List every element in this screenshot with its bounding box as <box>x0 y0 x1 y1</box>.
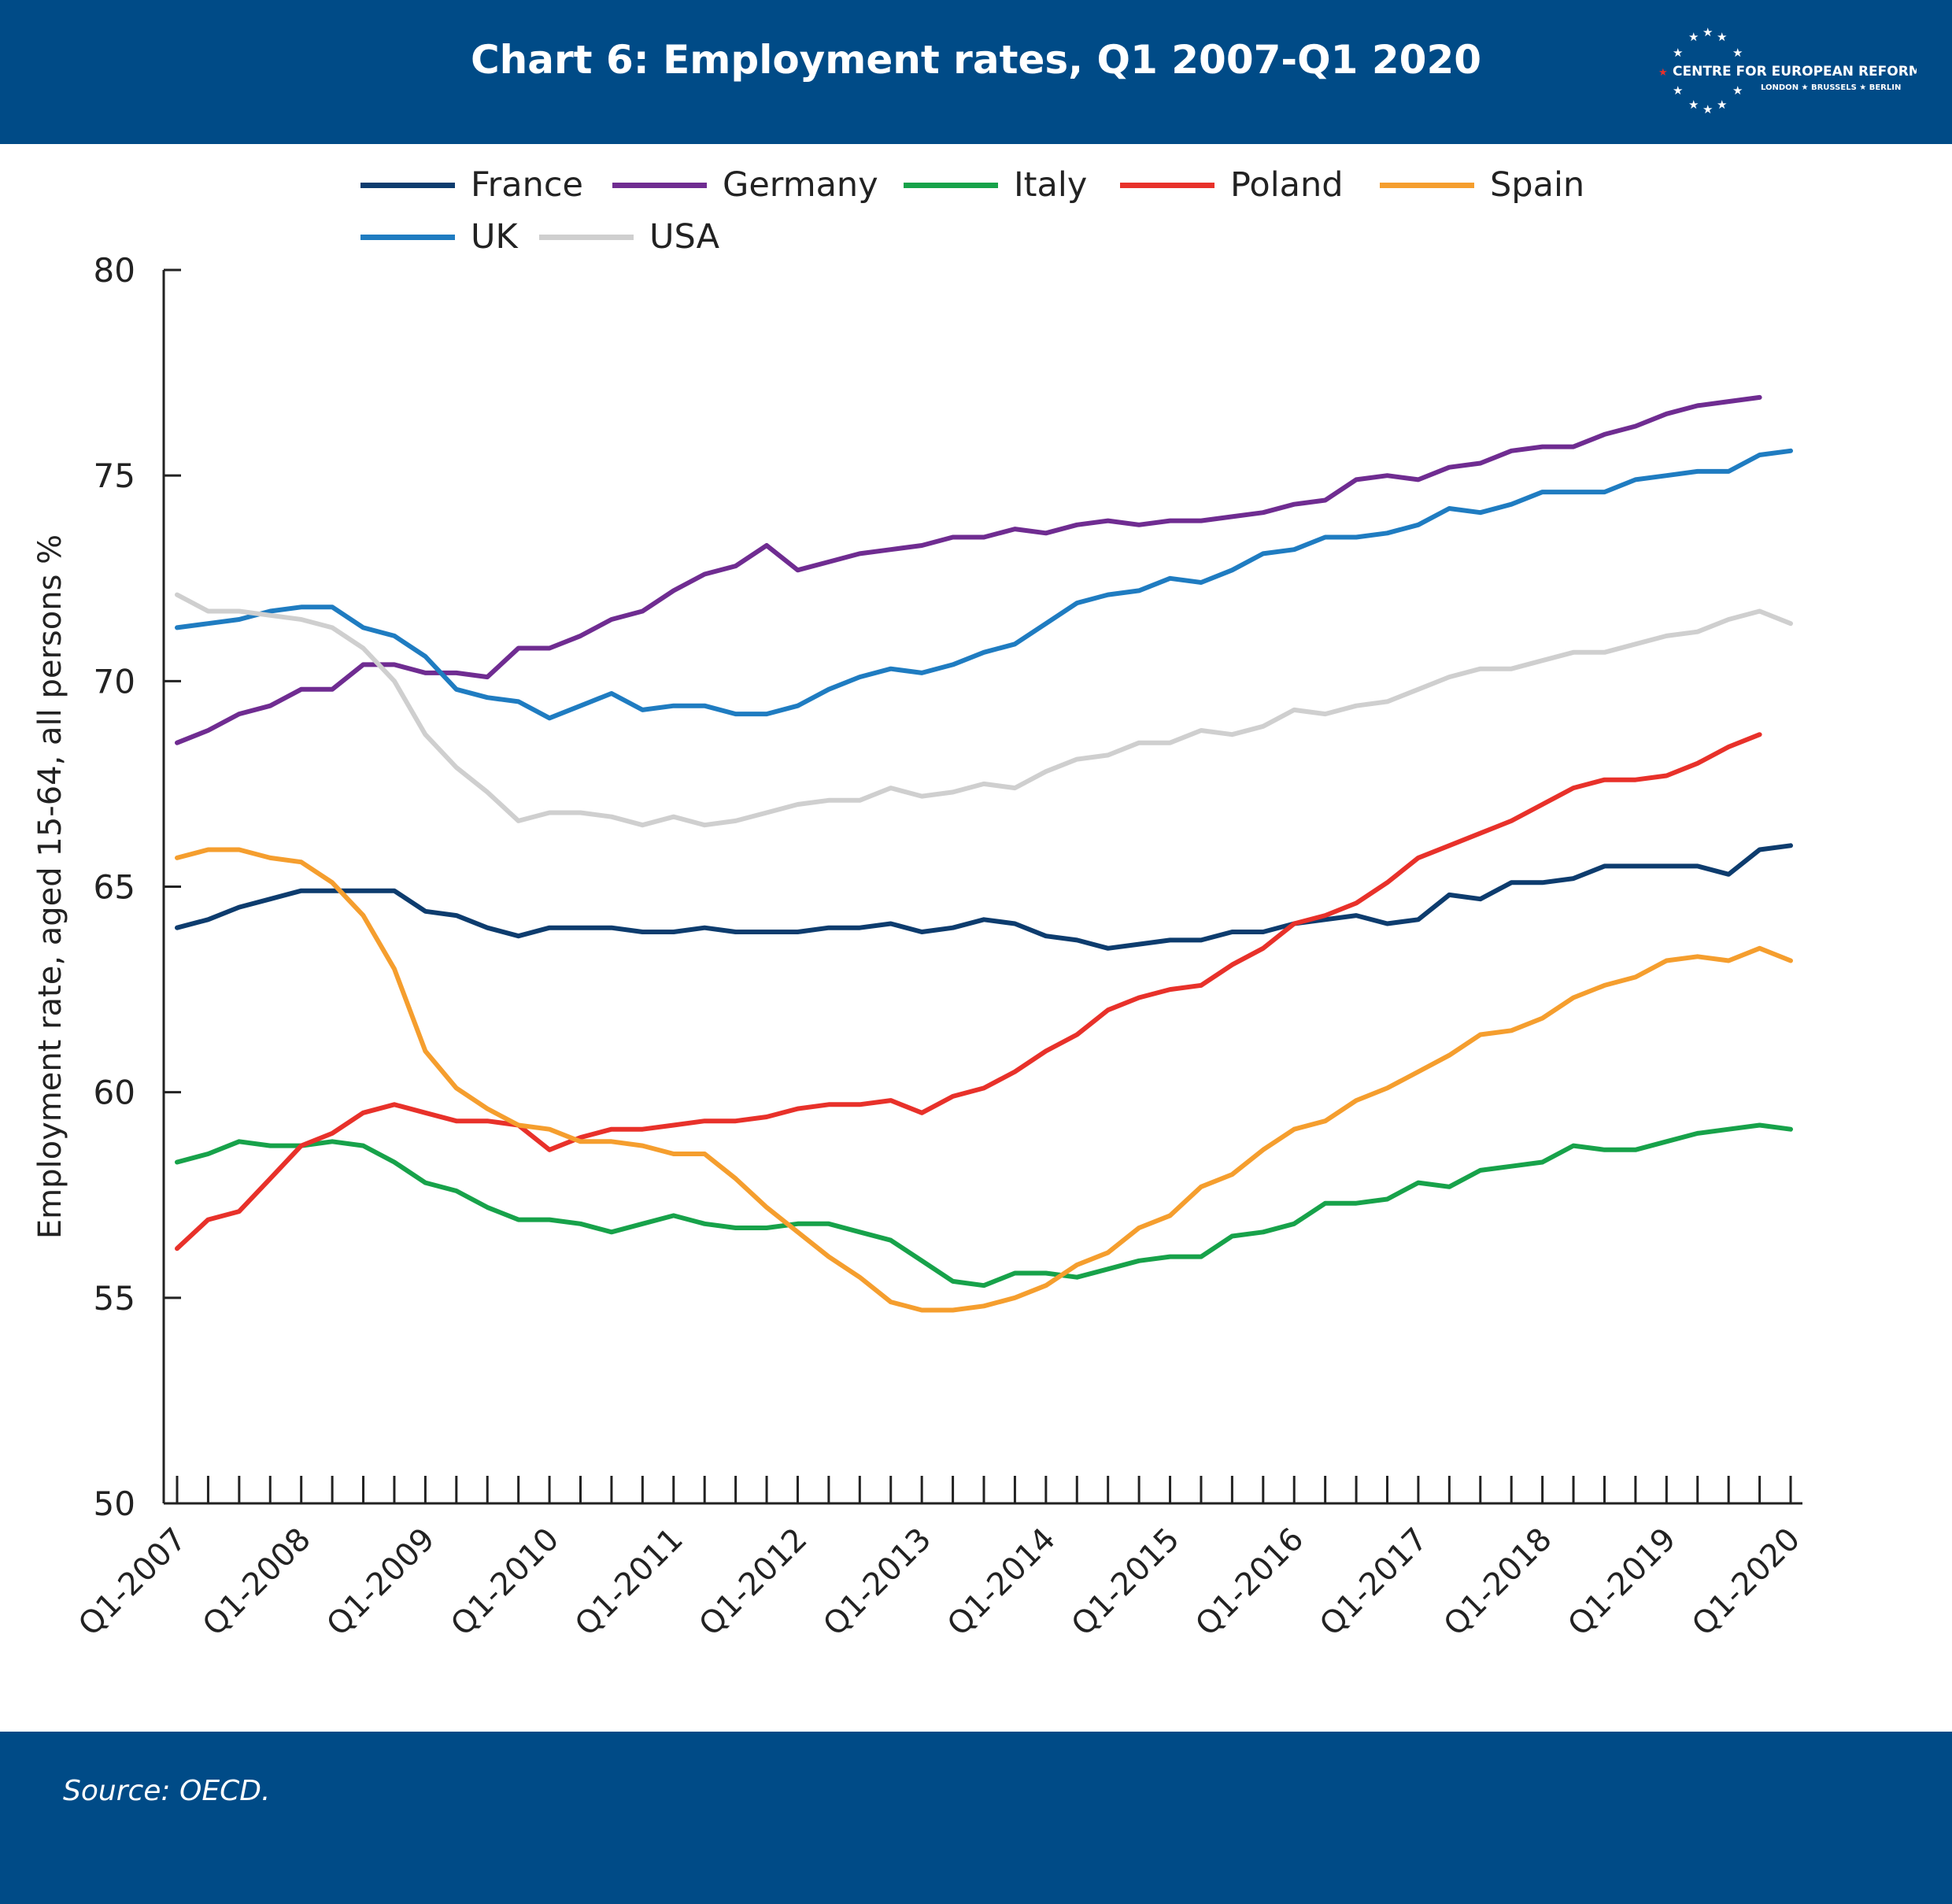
legend-item-uk: UK <box>360 217 518 257</box>
x-tick-label-Q1-2011: Q1-2011 <box>568 1521 690 1643</box>
y-axis-title: Employment rate, aged 15-64, all persons… <box>32 534 68 1239</box>
legend-swatch-italy <box>904 182 998 188</box>
chart-title: Chart 6: Employment rates, Q1 2007-Q1 20… <box>470 37 1482 83</box>
series-line-uk <box>175 448 1793 721</box>
legend-item-usa: USA <box>539 217 719 257</box>
svg-text:★: ★ <box>1673 46 1683 60</box>
x-tick-label-Q1-2020: Q1-2020 <box>1685 1521 1807 1643</box>
x-tick-label-Q1-2015: Q1-2015 <box>1065 1521 1187 1643</box>
legend-swatch-usa <box>539 234 634 240</box>
cer-logo: ★ ★ ★ ★ ★ ★ ★ ★ ★ ★ ★ CENTRE FOR EUROPEAN REFO… <box>1658 25 1917 116</box>
x-tick-label-Q1-2019: Q1-2019 <box>1561 1521 1683 1643</box>
svg-text:★: ★ <box>1658 67 1668 79</box>
legend-label-spain: Spain <box>1490 165 1585 205</box>
x-tick-label-Q1-2014: Q1-2014 <box>941 1521 1063 1643</box>
legend-label-uk: UK <box>471 217 518 257</box>
svg-text:★: ★ <box>1688 30 1699 44</box>
x-tick-label-Q1-2007: Q1-2007 <box>72 1521 194 1643</box>
legend-label-poland: Poland <box>1230 165 1344 205</box>
x-tick-label-Q1-2012: Q1-2012 <box>693 1521 815 1643</box>
y-tick-label-55: 55 <box>94 1279 135 1318</box>
series-line-france <box>175 843 1793 951</box>
header-banner: Chart 6: Employment rates, Q1 2007-Q1 20… <box>0 0 1952 144</box>
chart-legend: France Germany Italy Poland Spain UK USA <box>0 165 1952 268</box>
x-tick-label-Q1-2013: Q1-2013 <box>816 1521 938 1643</box>
footer-banner <box>0 1732 1952 1904</box>
y-tick-label-50: 50 <box>94 1484 135 1523</box>
logo-subtext: LONDON ★ BRUSSELS ★ BERLIN <box>1761 83 1901 92</box>
x-tick-label-Q1-2009: Q1-2009 <box>320 1521 442 1643</box>
x-tick-label-Q1-2018: Q1-2018 <box>1437 1521 1559 1643</box>
legend-swatch-poland <box>1120 182 1214 188</box>
legend-label-france: France <box>471 165 583 205</box>
x-tick-label-Q1-2010: Q1-2010 <box>444 1521 566 1643</box>
legend-item-germany: Germany <box>612 165 878 205</box>
y-tick-label-75: 75 <box>94 457 135 495</box>
svg-text:★: ★ <box>1732 46 1743 60</box>
legend-item-italy: Italy <box>904 165 1087 205</box>
legend-item-france: France <box>360 165 583 205</box>
source-note: Source: OECD. <box>63 1775 271 1807</box>
y-tick-label-60: 60 <box>94 1074 135 1112</box>
svg-text:★: ★ <box>1702 25 1713 39</box>
series-line-spain <box>175 847 1793 1313</box>
y-tick-label-80: 80 <box>94 251 135 290</box>
x-tick-label-Q1-2016: Q1-2016 <box>1189 1521 1311 1643</box>
legend-swatch-spain <box>1380 182 1474 188</box>
svg-text:★: ★ <box>1688 98 1699 112</box>
x-tick-label-Q1-2017: Q1-2017 <box>1313 1521 1435 1643</box>
series-line-usa <box>175 592 1793 828</box>
legend-label-italy: Italy <box>1014 165 1088 205</box>
series-line-poland <box>175 732 1762 1251</box>
svg-text:★: ★ <box>1673 83 1683 98</box>
legend-item-poland: Poland <box>1120 165 1344 205</box>
svg-text:★: ★ <box>1732 83 1743 98</box>
y-tick-label-65: 65 <box>94 868 135 907</box>
legend-item-spain: Spain <box>1380 165 1584 205</box>
svg-text:★: ★ <box>1717 98 1727 112</box>
legend-label-germany: Germany <box>723 165 878 205</box>
svg-text:★: ★ <box>1702 102 1713 116</box>
y-tick-label-70: 70 <box>94 662 135 701</box>
legend-swatch-uk <box>360 234 455 240</box>
logo-text: CENTRE FOR EUROPEAN REFORM <box>1673 64 1917 79</box>
legend-swatch-france <box>360 182 455 188</box>
svg-text:★: ★ <box>1717 30 1727 44</box>
x-tick-label-Q1-2008: Q1-2008 <box>196 1521 318 1643</box>
line-chart: 50 55 60 65 70 75 80 Employment rate, aged 15-6… <box>32 251 1807 1643</box>
legend-label-usa: USA <box>649 217 719 257</box>
legend-swatch-germany <box>612 182 707 188</box>
series-line-germany <box>175 394 1762 745</box>
series-line-italy <box>175 1122 1793 1288</box>
